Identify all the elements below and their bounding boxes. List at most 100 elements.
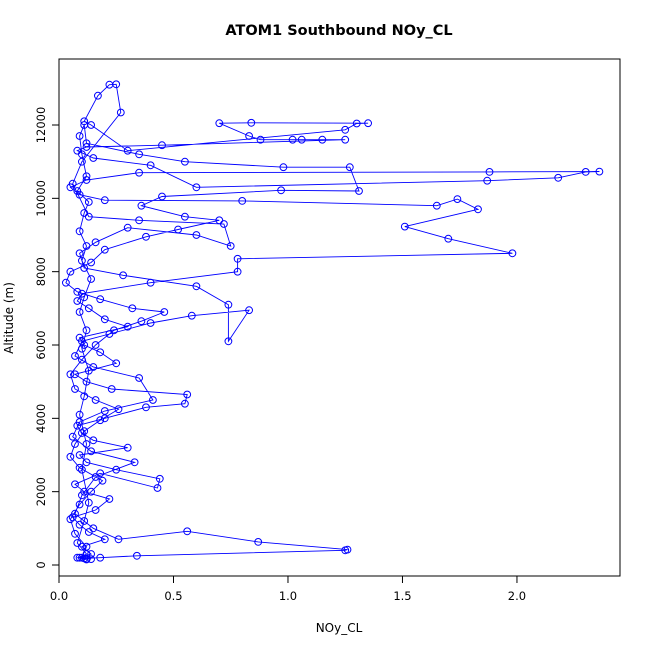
data-point (98, 476, 107, 485)
data-point (75, 132, 84, 140)
data-point (89, 436, 98, 445)
data-point (119, 271, 127, 280)
data-point (114, 535, 123, 544)
data-point (245, 306, 254, 315)
data-point (100, 196, 109, 205)
data-point (192, 231, 201, 239)
data-point (100, 315, 109, 324)
data-point (84, 366, 93, 375)
data-point (345, 163, 354, 172)
data-point (78, 429, 86, 437)
data-point (68, 432, 77, 441)
data-point (224, 300, 233, 309)
data-point (341, 135, 350, 144)
data-point (279, 163, 288, 172)
data-point (89, 524, 98, 533)
data-point (71, 440, 79, 448)
series-line (65, 83, 600, 560)
data-point (87, 447, 95, 456)
data-point (71, 385, 79, 393)
data-point (318, 135, 327, 144)
data-point (233, 267, 242, 276)
data-point (78, 355, 86, 364)
data-point (146, 319, 155, 327)
data-point (82, 172, 91, 181)
data-point (123, 146, 132, 155)
data-point (158, 192, 166, 201)
data-point (71, 352, 79, 360)
data-point (100, 535, 109, 544)
data-point (84, 198, 93, 206)
data-point (135, 216, 144, 225)
data-point (233, 254, 242, 263)
data-point (181, 157, 189, 166)
data-point (75, 410, 84, 419)
data-point (75, 463, 84, 472)
y-tick-label: 4000 (34, 404, 48, 433)
data-point (71, 509, 79, 518)
data-point (66, 267, 75, 276)
plot-area-frame (58, 58, 621, 577)
data-point (66, 452, 75, 461)
data-point (82, 377, 91, 386)
data-point (80, 293, 89, 302)
data-point (96, 295, 105, 304)
data-point (155, 474, 164, 483)
data-point (112, 359, 121, 368)
data-point (192, 183, 201, 192)
data-point (123, 322, 132, 331)
data-point (75, 227, 84, 236)
data-point (87, 550, 95, 558)
data-point (82, 176, 91, 184)
data-point (183, 390, 192, 399)
data-point (73, 187, 82, 195)
data-point (146, 161, 155, 170)
data-point (297, 135, 306, 144)
y-tick-label: 12000 (34, 107, 48, 144)
data-point (94, 91, 102, 100)
data-point (78, 344, 86, 353)
y-tick-label: 6000 (34, 330, 48, 359)
data-point (78, 337, 86, 346)
data-point (82, 458, 91, 467)
data-point (364, 119, 373, 128)
data-point (80, 209, 89, 217)
data-point (96, 416, 105, 425)
data-point (71, 370, 79, 379)
data-point (341, 125, 350, 134)
data-point (68, 179, 77, 188)
data-point (149, 396, 157, 404)
data-point (130, 458, 139, 467)
x-tick-label: 0.5 (164, 589, 182, 603)
data-point (174, 225, 183, 234)
data-point (62, 278, 70, 287)
chart-title: ATOM1 Southbound NOy_CL (225, 23, 452, 39)
data-point (96, 348, 105, 357)
data-point (288, 135, 297, 144)
data-point (80, 264, 89, 272)
data-point (82, 554, 91, 563)
data-point (80, 392, 89, 401)
data-point (352, 119, 361, 128)
data-point (82, 143, 91, 151)
data-point (153, 484, 162, 492)
data-point (247, 118, 256, 127)
data-point (105, 495, 114, 503)
data-point (87, 487, 95, 496)
data-point (78, 553, 86, 562)
data-point (78, 256, 86, 265)
data-point (78, 157, 86, 166)
data-point (82, 326, 91, 335)
data-point (96, 553, 105, 562)
data-point (192, 282, 201, 291)
data-point (123, 223, 132, 232)
data-point (112, 465, 121, 474)
data-point (100, 407, 109, 415)
data-point (483, 176, 492, 185)
data-point (133, 551, 141, 560)
data-point (75, 249, 84, 258)
data-point (80, 117, 89, 126)
data-point (91, 396, 100, 404)
